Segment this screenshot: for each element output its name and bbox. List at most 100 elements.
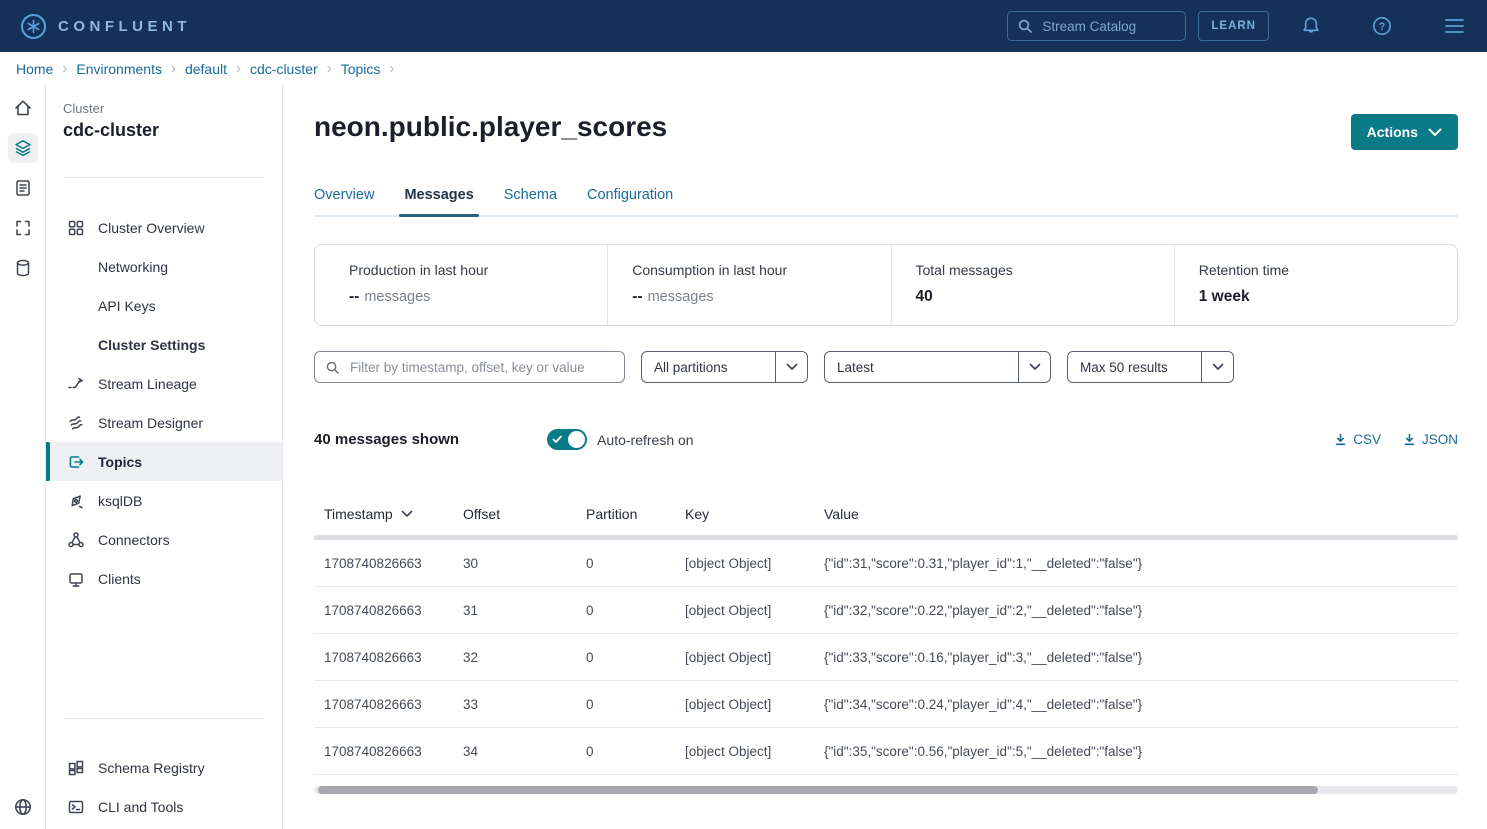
chevron-down-icon [1428, 128, 1442, 137]
sidebar-item-label: Schema Registry [98, 759, 205, 776]
stat-unit: messages [364, 289, 431, 305]
download-csv-label: CSV [1353, 432, 1381, 447]
download-csv-link[interactable]: CSV [1334, 432, 1381, 447]
table-row[interactable]: 1708740826663 32 0 [object Object] {"id"… [314, 634, 1458, 681]
message-filter-search[interactable] [314, 351, 625, 383]
breadcrumb-separator: › [62, 60, 68, 77]
table-header-divider [314, 535, 1458, 540]
stream-lineage-icon [66, 375, 86, 393]
cell-timestamp: 1708740826663 [324, 696, 422, 712]
topic-stats-card: Production in last hour -- messages Consu… [314, 244, 1458, 326]
sidebar-item-label: ksqlDB [98, 492, 143, 509]
main-content: neon.public.player_scores Actions Overvi… [283, 85, 1487, 829]
table-row[interactable]: 1708740826663 34 0 [object Object] {"id"… [314, 728, 1458, 775]
cell-timestamp: 1708740826663 [324, 649, 422, 665]
sidebar-item-stream-designer[interactable]: Stream Designer [46, 403, 282, 442]
help-icon[interactable]: ? [1371, 15, 1393, 37]
table-row[interactable]: 1708740826663 33 0 [object Object] {"id"… [314, 681, 1458, 728]
sidebar-item-api-keys[interactable]: API Keys [46, 286, 282, 325]
scrollbar-thumb[interactable] [318, 786, 1318, 794]
environment-layers-icon[interactable] [7, 133, 38, 163]
home-icon[interactable] [8, 93, 38, 123]
sidebar-item-cluster-overview[interactable]: Cluster Overview [46, 208, 282, 247]
topics-icon [66, 453, 86, 471]
chevron-down-icon [1201, 352, 1233, 382]
sidebar-item-ksqldb[interactable]: ksqlDB [46, 481, 282, 520]
tab-schema[interactable]: Schema [503, 187, 557, 203]
column-header-timestamp[interactable]: Timestamp [324, 506, 463, 522]
order-select-value: Latest [837, 359, 874, 375]
messages-table-header: Timestamp Offset Partition Key Value [314, 482, 1458, 535]
sidebar-item-cli-and-tools[interactable]: CLI and Tools [46, 787, 282, 826]
column-label: Timestamp [324, 506, 393, 522]
database-icon[interactable] [8, 253, 38, 283]
sidebar-item-topics[interactable]: Topics [46, 442, 282, 481]
breadcrumb-cdc-cluster[interactable]: cdc-cluster [250, 60, 318, 77]
icon-rail [0, 85, 46, 829]
cell-key: [object Object] [685, 696, 772, 712]
sidebar-item-cluster-settings[interactable]: Cluster Settings [46, 325, 282, 364]
breadcrumb-separator: › [389, 60, 395, 77]
tab-messages[interactable]: Messages [399, 187, 480, 217]
breadcrumb-default[interactable]: default [184, 60, 227, 77]
partition-select[interactable]: All partitions [641, 351, 808, 383]
hamburger-menu-icon[interactable] [1444, 18, 1465, 34]
breadcrumb-home[interactable]: Home [16, 60, 54, 77]
download-json-link[interactable]: JSON [1403, 432, 1458, 447]
notifications-bell-icon[interactable] [1300, 15, 1322, 37]
grid-icon [66, 219, 86, 237]
cluster-sidebar: Cluster cdc-cluster Cluster Overview Net… [46, 85, 283, 829]
confluent-brand[interactable]: CONFLUENT [20, 13, 191, 40]
cell-partition: 0 [586, 649, 594, 665]
cluster-label: Cluster [63, 101, 105, 116]
sidebar-item-label: Topics [98, 453, 143, 470]
message-filter-input[interactable] [348, 358, 614, 376]
cell-offset: 31 [463, 602, 479, 618]
sidebar-item-stream-lineage[interactable]: Stream Lineage [46, 364, 282, 403]
order-select[interactable]: Latest [824, 351, 1051, 383]
cell-partition: 0 [586, 743, 594, 759]
stream-catalog-search[interactable] [1007, 11, 1187, 41]
sidebar-item-schema-registry[interactable]: Schema Registry [46, 748, 282, 787]
messages-shown-count: 40 messages shown [314, 431, 460, 448]
globe-icon[interactable] [8, 792, 38, 822]
clients-icon [66, 570, 86, 588]
sidebar-item-label: Cluster Overview [98, 219, 205, 236]
topic-tabs: Overview Messages Schema Configuration [314, 187, 1458, 217]
stat-total-messages: Total messages 40 [890, 245, 1174, 325]
confluent-logo-icon [20, 13, 47, 40]
sidebar-item-clients[interactable]: Clients [46, 559, 282, 598]
stat-label: Retention time [1198, 262, 1290, 278]
sidebar-item-label: Networking [98, 258, 169, 275]
horizontal-scrollbar[interactable] [314, 786, 1458, 794]
brackets-icon[interactable] [8, 213, 38, 243]
chevron-down-icon [775, 352, 807, 382]
sidebar-item-connectors[interactable]: Connectors [46, 520, 282, 559]
breadcrumb-topics[interactable]: Topics [340, 60, 381, 77]
learn-button[interactable]: LEARN [1198, 11, 1269, 41]
cell-value: {"id":35,"score":0.56,"player_id":5,"__d… [824, 743, 1143, 759]
table-row[interactable]: 1708740826663 31 0 [object Object] {"id"… [314, 587, 1458, 634]
cell-value: {"id":31,"score":0.31,"player_id":1,"__d… [824, 555, 1143, 571]
tab-overview[interactable]: Overview [314, 187, 375, 203]
sidebar-item-label: Cluster Settings [98, 336, 206, 353]
cell-value: {"id":34,"score":0.24,"player_id":4,"__d… [824, 696, 1143, 712]
cell-value: {"id":32,"score":0.22,"player_id":2,"__d… [824, 602, 1143, 618]
brand-name: CONFLUENT [58, 17, 191, 35]
auto-refresh-toggle[interactable] [547, 429, 588, 450]
limit-select[interactable]: Max 50 results [1067, 351, 1234, 383]
ksqldb-icon [66, 492, 86, 510]
sidebar-item-label: Stream Lineage [98, 375, 197, 392]
breadcrumb-environments[interactable]: Environments [76, 60, 162, 77]
sidebar-item-networking[interactable]: Networking [46, 247, 282, 286]
column-header-value: Value [824, 506, 859, 522]
download-icon [1403, 433, 1416, 446]
cell-value: {"id":33,"score":0.16,"player_id":3,"__d… [824, 649, 1143, 665]
stream-catalog-input[interactable] [1040, 17, 1177, 35]
tab-configuration[interactable]: Configuration [586, 187, 674, 203]
cell-offset: 34 [463, 743, 479, 759]
table-row[interactable]: 1708740826663 30 0 [object Object] {"id"… [314, 540, 1458, 587]
cell-key: [object Object] [685, 649, 772, 665]
notes-icon[interactable] [8, 173, 38, 203]
actions-button[interactable]: Actions [1350, 114, 1458, 150]
